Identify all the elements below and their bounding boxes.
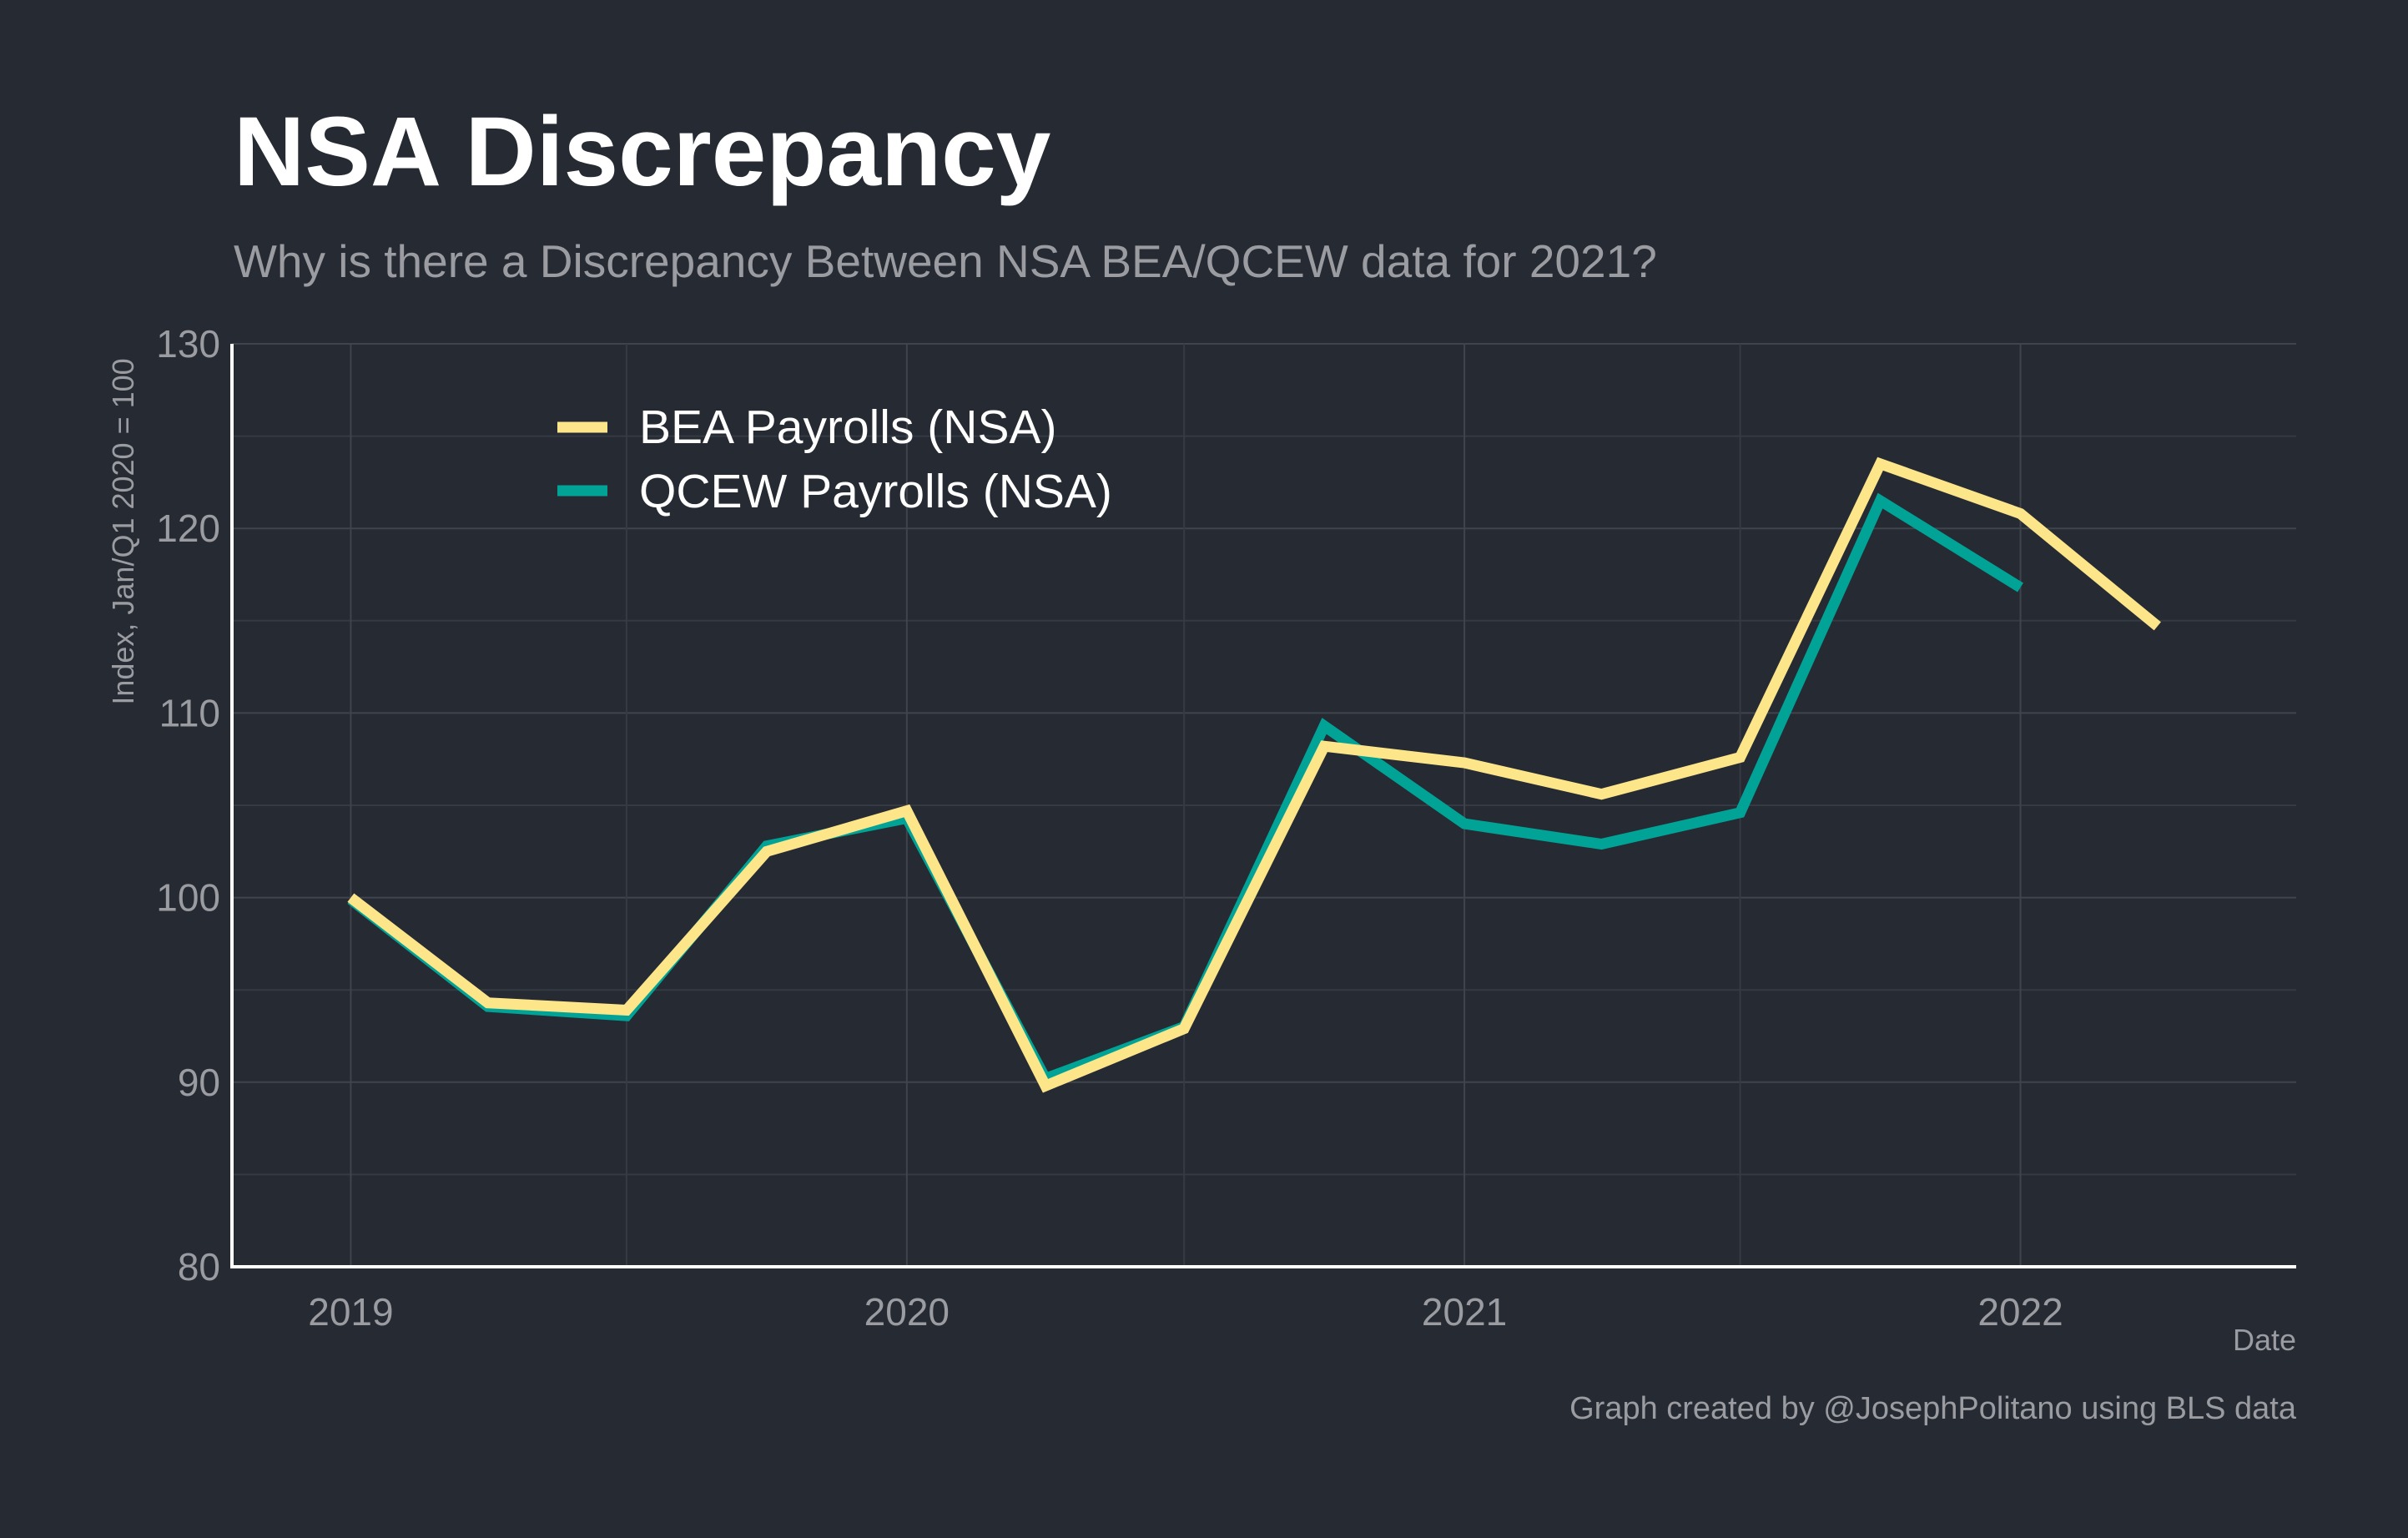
chart-subtitle: Why is there a Discrepancy Between NSA B… bbox=[234, 235, 1657, 287]
chart-caption: Graph created by @JosephPolitano using B… bbox=[1569, 1391, 2297, 1426]
legend: BEA Payrolls (NSA) QCEW Payrolls (NSA) bbox=[557, 401, 1112, 518]
y-tick-label: 90 bbox=[178, 1061, 220, 1104]
x-tick-labels: 2019 2020 2021 2022 bbox=[308, 1290, 2063, 1334]
x-axis-title: Date bbox=[2233, 1323, 2296, 1357]
x-tick-label: 2022 bbox=[1977, 1290, 2063, 1334]
chart-title: NSA Discrepancy bbox=[234, 97, 1050, 207]
y-tick-label: 100 bbox=[156, 876, 220, 920]
x-tick-label: 2020 bbox=[864, 1290, 950, 1334]
series-lines bbox=[347, 456, 2161, 1093]
y-tick-labels: 80 90 100 110 120 130 bbox=[156, 322, 220, 1288]
grid-lines bbox=[232, 343, 2296, 1268]
y-tick-label: 120 bbox=[156, 507, 220, 550]
y-tick-label: 80 bbox=[178, 1245, 220, 1288]
y-axis-title: Index, Jan/Q1 2020 = 100 bbox=[106, 358, 140, 704]
axes bbox=[230, 344, 2296, 1268]
x-tick-label: 2021 bbox=[1422, 1290, 1507, 1334]
y-tick-label: 110 bbox=[159, 691, 220, 734]
series-line-bea bbox=[347, 456, 2161, 1093]
legend-label-bea: BEA Payrolls (NSA) bbox=[639, 401, 1056, 454]
x-tick-label: 2019 bbox=[308, 1290, 393, 1334]
y-tick-label: 130 bbox=[156, 322, 220, 366]
legend-label-qcew: QCEW Payrolls (NSA) bbox=[639, 465, 1112, 518]
